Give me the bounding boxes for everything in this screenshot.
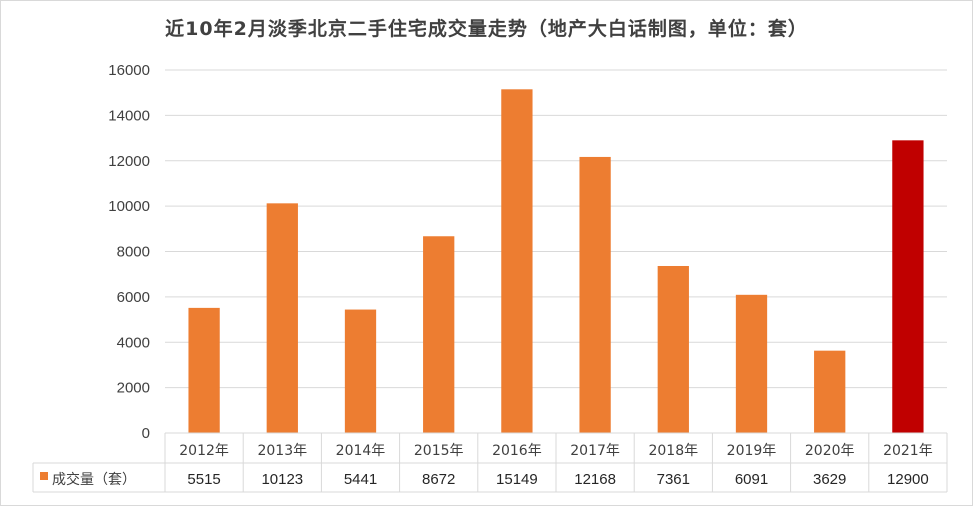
x-tick-label: 2020年 <box>805 443 855 459</box>
chart-title: 近10年2月淡季北京二手住宅成交量走势（地产大白话制图，单位：套） <box>165 18 808 40</box>
y-tick-label: 16000 <box>108 62 150 79</box>
bar <box>735 294 768 433</box>
bar <box>814 350 846 433</box>
x-tick-label: 2013年 <box>257 443 307 459</box>
data-label: 5441 <box>344 471 377 488</box>
x-tick-label: 2019年 <box>727 443 777 459</box>
bar <box>892 140 924 434</box>
y-tick-label: 10000 <box>108 198 150 215</box>
legend-label: 成交量（套） <box>52 471 136 488</box>
x-tick-label: 2016年 <box>492 443 542 459</box>
bar <box>188 307 220 433</box>
x-tick-label: 2012年 <box>179 443 229 459</box>
bar <box>579 156 611 433</box>
data-label: 10123 <box>261 471 303 488</box>
data-label: 8672 <box>422 471 455 488</box>
data-label: 5515 <box>187 471 220 488</box>
legend-swatch <box>40 472 48 480</box>
x-tick-label: 2021年 <box>883 443 933 459</box>
x-tick-label: 2015年 <box>414 443 464 459</box>
x-tick-label: 2014年 <box>336 443 386 459</box>
data-label: 7361 <box>657 471 690 488</box>
x-tick-label: 2018年 <box>648 443 698 459</box>
y-tick-label: 2000 <box>117 380 150 397</box>
bar <box>266 203 298 433</box>
bar <box>423 236 455 433</box>
data-label: 12900 <box>887 471 929 488</box>
bar <box>344 309 377 433</box>
y-tick-label: 8000 <box>117 244 150 261</box>
data-label: 6091 <box>735 471 768 488</box>
y-tick-label: 6000 <box>117 289 150 306</box>
x-tick-label: 2017年 <box>570 443 620 459</box>
y-tick-label: 12000 <box>108 153 150 170</box>
y-tick-label: 14000 <box>108 107 150 124</box>
y-tick-label: 0 <box>142 425 150 442</box>
data-label: 3629 <box>813 471 846 488</box>
data-label: 12168 <box>574 471 616 488</box>
bar <box>501 89 533 433</box>
data-label: 15149 <box>496 471 538 488</box>
bar <box>657 265 689 433</box>
y-tick-label: 4000 <box>117 334 150 351</box>
